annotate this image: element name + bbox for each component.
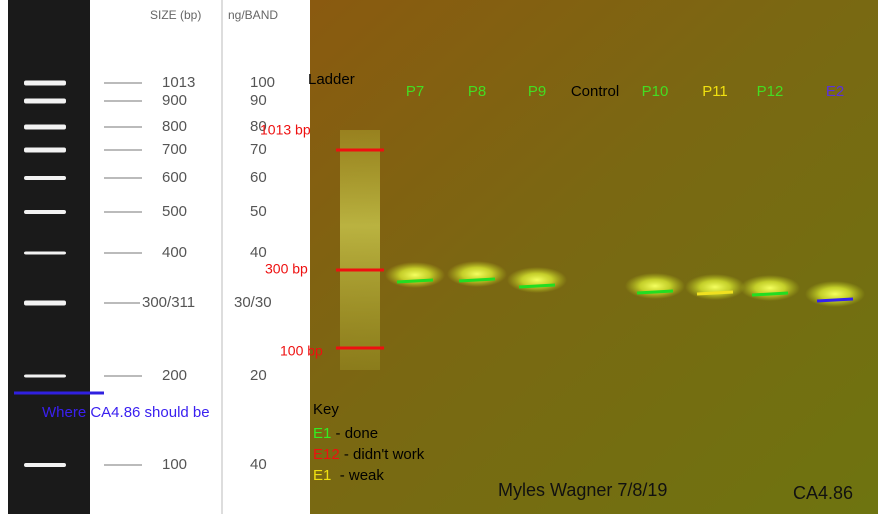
ladder-band xyxy=(24,463,66,467)
ladder-size: 900 xyxy=(162,92,187,109)
ladder-ng: 60 xyxy=(250,169,267,186)
ladder-ng: 90 xyxy=(250,92,267,109)
key-text: - didn't work xyxy=(340,446,425,463)
key-text: - done xyxy=(331,425,378,442)
lane-label: P11 xyxy=(702,83,728,100)
lane-label: E2 xyxy=(826,83,844,100)
band-marker xyxy=(696,290,734,296)
ladder-band xyxy=(24,124,66,130)
ladder-strip xyxy=(8,0,90,514)
band-marker xyxy=(518,283,556,289)
ladder-size: 800 xyxy=(162,118,187,135)
ladder-ng: 30/30 xyxy=(234,294,272,311)
marker-note: Where CA4.86 should be xyxy=(42,404,210,421)
band-marker xyxy=(458,277,496,283)
ladder-band xyxy=(24,300,66,306)
band-marker xyxy=(751,291,789,297)
gel xyxy=(310,0,878,514)
ladder-size: 200 xyxy=(162,367,187,384)
key-code: E1 xyxy=(313,425,331,442)
ladder-size: 400 xyxy=(162,244,187,261)
sample: CA4.86 xyxy=(793,483,853,503)
author: Myles Wagner 7/8/19 xyxy=(498,480,667,500)
lane-label: P7 xyxy=(406,83,424,100)
band-glow xyxy=(385,262,445,288)
size-mark-label: 300 bp xyxy=(265,261,308,277)
ladder-ng: 70 xyxy=(250,141,267,158)
size-header: SIZE (bp) xyxy=(150,8,201,22)
key-code: E12 xyxy=(313,446,340,463)
lane-label: Control xyxy=(571,83,619,100)
key-item: E1 - weak xyxy=(313,467,384,484)
key-item: E12 - didn't work xyxy=(313,446,425,463)
band-glow xyxy=(507,267,567,293)
band-marker xyxy=(816,297,854,303)
ladder-band xyxy=(24,147,66,153)
ladder-band xyxy=(24,374,66,378)
ladder-band xyxy=(24,98,66,104)
lane-label: Ladder xyxy=(308,71,355,88)
ladder-ng: 100 xyxy=(250,74,275,91)
ladder-size: 1013 xyxy=(162,74,195,91)
band-glow xyxy=(685,274,745,300)
lane-label: P8 xyxy=(468,83,486,100)
key-item: E1 - done xyxy=(313,425,378,442)
ladder-lane-smear xyxy=(340,130,380,370)
ladder-ng: 80 xyxy=(250,118,267,135)
size-mark-label: 100 bp xyxy=(280,343,323,359)
band-marker xyxy=(636,289,674,295)
ladder-band xyxy=(24,251,66,255)
ladder-size: 500 xyxy=(162,203,187,220)
band-glow xyxy=(740,275,800,301)
ladder-size: 600 xyxy=(162,169,187,186)
ladder-band xyxy=(24,210,66,214)
ladder-size: 700 xyxy=(162,141,187,158)
band-marker xyxy=(396,278,434,284)
lane-label: P12 xyxy=(757,83,784,100)
ladder-ng: 40 xyxy=(250,456,267,473)
lane-label: P10 xyxy=(642,83,669,100)
ladder-ng: 40 xyxy=(250,244,267,261)
key-title: Key xyxy=(313,401,339,418)
ladder-band xyxy=(24,176,66,180)
ladder-ng: 20 xyxy=(250,367,267,384)
lane-label: P9 xyxy=(528,83,546,100)
ladder-size: 300/311 xyxy=(142,294,195,311)
ladder-size: 100 xyxy=(162,456,187,473)
ladder-ng: 50 xyxy=(250,203,267,220)
band-glow xyxy=(625,273,685,299)
band-glow xyxy=(805,281,865,307)
ladder-band xyxy=(24,80,66,86)
ng-header: ng/BAND xyxy=(228,8,278,22)
size-mark-label: 1013 bp xyxy=(260,122,311,138)
key-code: E1 xyxy=(313,467,331,484)
key-text: - weak xyxy=(331,467,384,484)
band-glow xyxy=(447,261,507,287)
